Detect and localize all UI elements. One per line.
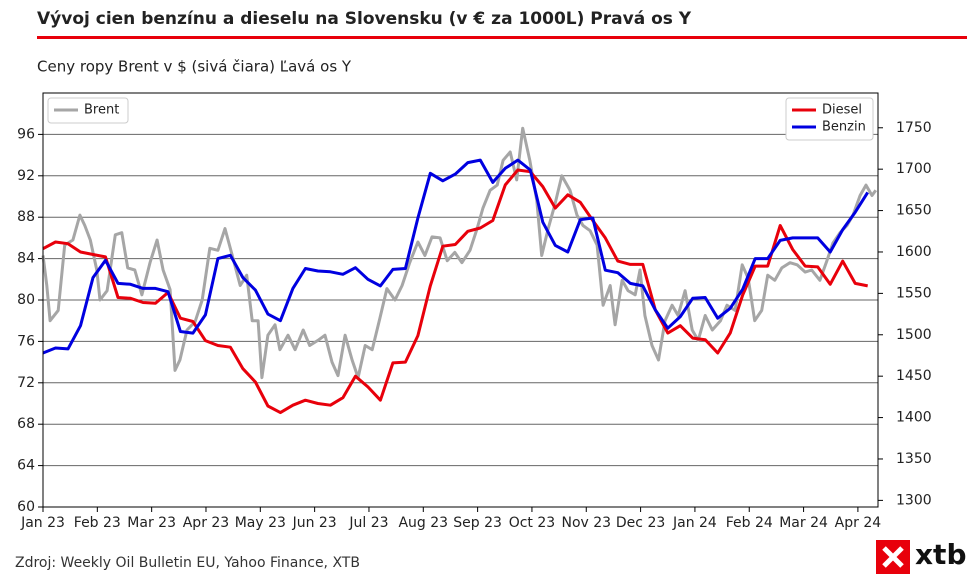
y-tick-label: 72: [17, 375, 35, 391]
logo: xtb: [915, 538, 967, 571]
y-tick-label: 68: [17, 416, 35, 432]
y2-tick-label: 1700: [896, 161, 932, 177]
x-tick-label: Mar 24: [779, 515, 828, 531]
title-rule: [37, 36, 967, 39]
chart-title: Vývoj cien benzínu a dieselu na Slovensk…: [37, 9, 692, 29]
x-tick-label: Apr 23: [183, 515, 229, 531]
y2-tick-label: 1550: [896, 285, 932, 301]
y-tick-label: 92: [17, 168, 35, 184]
y-tick-label: 64: [17, 458, 35, 474]
x-tick-label: Jan 23: [20, 515, 65, 531]
line: [42, 158, 869, 355]
legend-box: [47, 97, 129, 124]
x-tick-label: Aug 23: [398, 515, 448, 531]
y-tick-label: 88: [17, 209, 35, 225]
x-tick-label: Nov 23: [561, 515, 611, 531]
y-tick-label: 76: [17, 333, 35, 349]
x-tick-label: Sep 23: [453, 515, 502, 531]
y2-tick-label: 1750: [896, 120, 932, 136]
legend-label: Brent: [84, 103, 119, 118]
y-tick-label: 84: [17, 251, 35, 267]
legend-label: Benzin: [822, 120, 866, 135]
y2-tick-label: 1600: [896, 244, 932, 260]
x-tick-label: Jul 23: [348, 515, 388, 531]
x-tick-label: Feb 23: [74, 515, 121, 531]
x-tick-label: Jan 24: [672, 515, 717, 531]
x-tick-label: Mar 23: [127, 515, 176, 531]
y2-tick-label: 1350: [896, 451, 932, 467]
y2-tick-label: 1300: [896, 492, 932, 508]
x-tick-label: Oct 23: [509, 515, 555, 531]
legend-label: Diesel: [822, 103, 862, 118]
y-tick-label: 80: [17, 292, 35, 308]
y-tick-label: 60: [17, 499, 35, 515]
y2-tick-label: 1450: [896, 368, 932, 384]
y2-tick-label: 1650: [896, 203, 932, 219]
x-tick-label: Dec 23: [616, 515, 665, 531]
x-tick-label: Apr 24: [835, 515, 882, 531]
plot-frame: [42, 92, 879, 508]
y-tick-label: 96: [17, 126, 35, 142]
y2-tick-label: 1500: [896, 327, 932, 343]
x-tick-label: Jun 23: [292, 515, 337, 531]
x-tick-label: Feb 24: [726, 515, 773, 531]
subtitle: Ceny ropy Brent v $ (sivá čiara) Ľavá os…: [37, 58, 352, 76]
x-tick-label: May 23: [235, 515, 286, 531]
line: [42, 168, 868, 415]
logo-icon: [876, 540, 910, 574]
source: Zdroj: Weekly Oil Bulletin EU, Yahoo Fin…: [15, 555, 360, 571]
line: [41, 126, 878, 380]
y2-tick-label: 1400: [896, 410, 932, 426]
